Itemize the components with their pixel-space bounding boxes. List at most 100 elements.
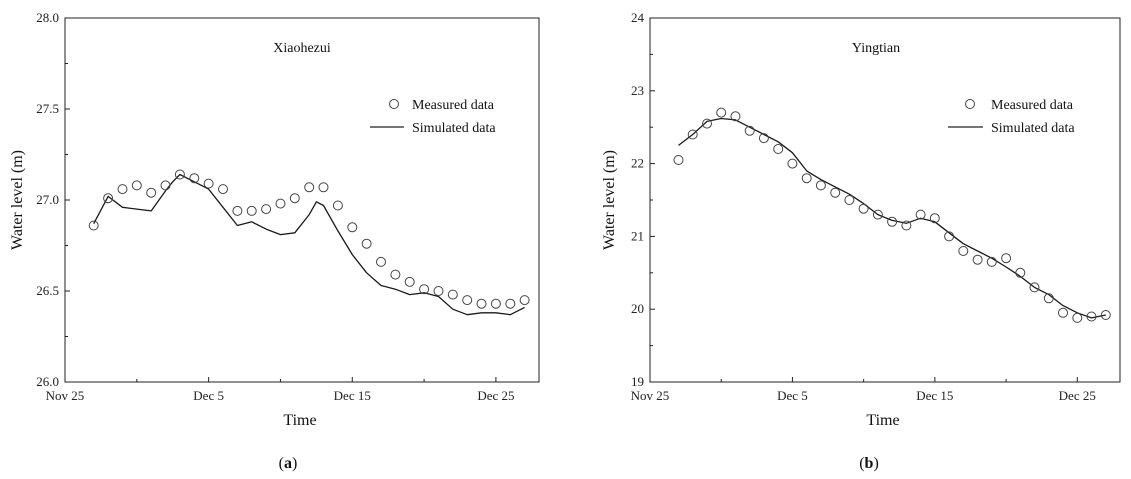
measured-data-point: [915, 209, 926, 220]
measured-data-point: [318, 182, 329, 193]
measured-data-point: [131, 180, 142, 191]
measured-data-point: [203, 178, 214, 189]
measured-data-point: [1029, 282, 1040, 293]
y-axis-label: Water level (m): [601, 150, 618, 250]
y-tick-label: 26.5: [36, 283, 59, 298]
x-tick-label: Dec 15: [916, 388, 953, 403]
measured-data-point: [419, 284, 430, 295]
y-tick-label: 26.0: [36, 374, 59, 389]
y-tick-label: 23: [631, 83, 644, 98]
measured-data-point: [433, 286, 444, 296]
plot-frame: [64, 17, 540, 383]
measured-data-point: [1015, 267, 1026, 278]
data-marks: [88, 169, 530, 316]
x-tick-label: Dec 25: [1059, 388, 1096, 403]
measured-data-point: [447, 289, 458, 300]
x-tick-label: Dec 25: [477, 388, 514, 403]
y-tick-label: 20: [631, 301, 644, 316]
measured-data-point: [815, 180, 826, 191]
y-tick-label: 28.0: [36, 10, 59, 25]
measured-data-point: [476, 298, 487, 309]
simulated-data-line: [678, 117, 1106, 319]
measured-data-point: [304, 182, 315, 193]
measured-data-point: [986, 256, 997, 267]
measured-data-point: [232, 205, 243, 216]
measured-data-point: [787, 158, 798, 169]
legend-marker-measured: [389, 99, 399, 109]
y-tick-label: 21: [631, 228, 644, 243]
measured-data-point: [1001, 253, 1012, 264]
measured-data-point: [702, 118, 712, 129]
measured-data-point: [462, 295, 473, 306]
y-tick-label: 19: [631, 374, 644, 389]
simulated-data-line: [93, 173, 525, 316]
panel-caption-b: (b): [859, 455, 879, 472]
measured-data-point: [716, 107, 727, 118]
measured-data-point: [490, 298, 501, 309]
measured-data-point: [758, 133, 769, 144]
measured-data-point: [673, 155, 684, 165]
legend-label-measured: Measured data: [991, 98, 1074, 113]
measured-data-point: [189, 173, 200, 184]
measured-data-point: [117, 184, 128, 195]
measured-data-point: [887, 216, 898, 227]
measured-data-point: [174, 169, 185, 180]
y-tick-label: 27.0: [36, 192, 59, 207]
measured-data-point: [289, 193, 300, 204]
measured-data-point: [261, 204, 272, 215]
measured-data-point: [773, 144, 784, 154]
measured-data-point: [929, 213, 940, 224]
measured-data-point: [972, 254, 983, 265]
measured-data-point: [844, 195, 855, 205]
measured-data-point: [1086, 311, 1097, 322]
measured-data-point: [730, 111, 741, 122]
legend-label-measured: Measured data: [412, 98, 495, 113]
measured-data-point: [347, 222, 358, 233]
measured-data-point: [246, 205, 257, 216]
x-axis-ticks: Nov 25 Dec 5 Dec 15 Dec 25: [46, 377, 515, 403]
panel-caption-a: (a): [279, 455, 298, 472]
measured-data-point: [404, 276, 415, 287]
chart-title: Xiaohezui: [273, 41, 331, 56]
panel-a-chart: Xiaohezui Time Water level (m) Nov 25 Dec…: [9, 10, 540, 472]
x-tick-label: Dec 5: [777, 388, 808, 403]
measured-data-point: [218, 184, 228, 195]
y-tick-label: 24: [631, 10, 645, 25]
plot-frame: [649, 17, 1121, 383]
measured-data-point: [361, 238, 372, 249]
measured-data-point: [88, 220, 99, 231]
y-axis-label: Water level (m): [9, 150, 26, 250]
x-tick-label: Dec 15: [334, 388, 371, 403]
measured-data-point: [830, 187, 841, 198]
legend-label-simulated: Simulated data: [991, 121, 1075, 136]
measured-data-point: [687, 129, 698, 140]
legend: Measured data Simulated data: [370, 98, 496, 136]
panel-b-chart: Yingtian Time Water level (m) Nov 25 Dec …: [601, 10, 1121, 472]
measured-data-point: [801, 173, 812, 184]
y-axis-ticks: 19 20 21 22 23 24: [631, 10, 655, 389]
measured-data-point: [858, 203, 869, 214]
measured-data-point: [103, 193, 114, 204]
measured-data-point: [944, 231, 955, 242]
legend-label-simulated: Simulated data: [412, 121, 496, 136]
measured-data-point: [872, 209, 883, 220]
measured-data-point: [519, 295, 530, 306]
chart-title: Yingtian: [852, 41, 900, 56]
measured-data-point: [275, 198, 286, 209]
measured-data-point: [901, 220, 912, 231]
measured-data-point: [958, 246, 969, 256]
legend-marker-measured: [965, 99, 975, 109]
x-tick-label: Nov 25: [631, 388, 670, 403]
x-tick-label: Dec 5: [193, 388, 224, 403]
measured-data-point: [744, 125, 755, 136]
x-tick-label: Nov 25: [46, 388, 85, 403]
measured-data-point: [1072, 312, 1083, 323]
y-axis-ticks: 26.0 26.5 27.0 27.5 28.0: [36, 10, 70, 389]
measured-data-point: [146, 187, 157, 198]
data-marks: [673, 107, 1111, 323]
measured-data-point: [1100, 310, 1111, 320]
y-tick-label: 22: [631, 156, 644, 171]
legend: Measured data Simulated data: [948, 98, 1075, 136]
measured-data-point: [1058, 307, 1068, 318]
